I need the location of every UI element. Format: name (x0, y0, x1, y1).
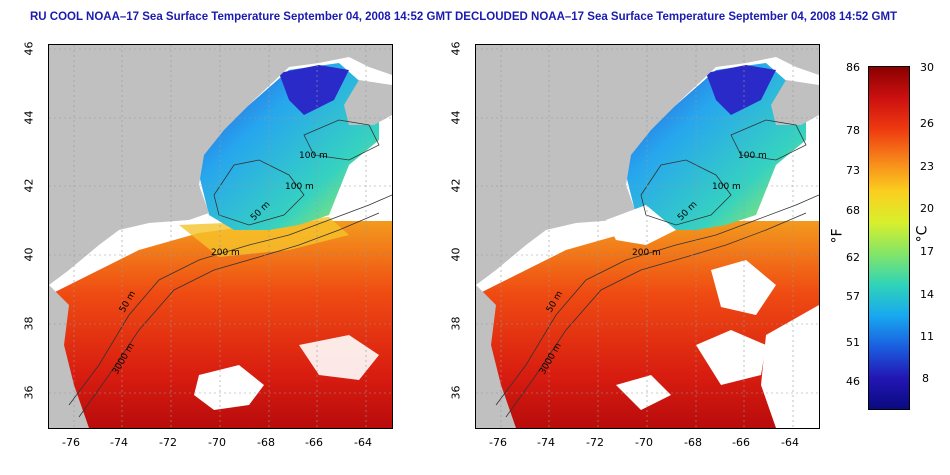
contour-label: 100 m (738, 151, 767, 161)
y-tick: 40 (22, 247, 36, 262)
x-tick: -66 (305, 436, 323, 449)
contour-label: 100 m (712, 182, 741, 192)
left-sst-map: 100 m 100 m 50 m 200 m 50 m 3000 m (48, 44, 393, 429)
y-tick: 38 (22, 316, 36, 331)
celsius-tick: 8 (922, 372, 929, 385)
x-tick: -76 (489, 436, 507, 449)
contour-label: 200 m (632, 248, 661, 258)
contour-label: 100 m (299, 151, 328, 161)
fahrenheit-tick: 46 (846, 375, 860, 388)
fahrenheit-unit-label: °F (829, 228, 846, 244)
x-tick: -68 (684, 436, 702, 449)
y-tick: 44 (449, 110, 463, 125)
x-tick: -74 (110, 436, 128, 449)
celsius-tick: 30 (920, 61, 934, 74)
x-tick: -72 (586, 436, 604, 449)
fahrenheit-tick: 51 (846, 336, 860, 349)
celsius-tick: 26 (920, 117, 934, 130)
fahrenheit-tick: 57 (846, 290, 860, 303)
y-tick: 42 (22, 178, 36, 193)
celsius-tick: 11 (920, 330, 934, 343)
x-tick: -76 (62, 436, 80, 449)
y-tick: 40 (449, 247, 463, 262)
x-tick: -70 (635, 436, 653, 449)
y-tick: 38 (449, 316, 463, 331)
celsius-tick: 14 (920, 288, 934, 301)
right-map-title: DECLOUDED NOAA–17 Sea Surface Temperatur… (455, 11, 898, 23)
y-tick: 36 (449, 385, 463, 400)
left-map-title: RU COOL NOAA–17 Sea Surface Temperature … (30, 11, 453, 23)
celsius-tick: 20 (920, 202, 934, 215)
fahrenheit-tick: 68 (846, 204, 860, 217)
y-tick: 42 (449, 178, 463, 193)
fahrenheit-tick: 62 (846, 251, 860, 264)
fahrenheit-tick: 78 (846, 124, 860, 137)
y-tick: 46 (449, 41, 463, 56)
contour-label: 100 m (285, 182, 314, 192)
x-tick: -64 (781, 436, 799, 449)
fahrenheit-tick: 86 (846, 61, 860, 74)
celsius-unit-label: °C (914, 225, 931, 243)
temperature-colorbar (868, 66, 910, 410)
fahrenheit-tick: 73 (846, 164, 860, 177)
x-tick: -66 (732, 436, 750, 449)
y-tick: 44 (22, 110, 36, 125)
x-tick: -74 (537, 436, 555, 449)
y-tick: 36 (22, 385, 36, 400)
x-tick: -70 (208, 436, 226, 449)
x-tick: -68 (257, 436, 275, 449)
contour-label: 200 m (211, 248, 240, 258)
y-tick: 46 (22, 41, 36, 56)
x-tick: -64 (354, 436, 372, 449)
celsius-tick: 23 (920, 160, 934, 173)
celsius-tick: 17 (920, 245, 934, 258)
x-tick: -72 (159, 436, 177, 449)
right-sst-map: 100 m 100 m 50 m 200 m 50 m 3000 m (475, 44, 820, 429)
